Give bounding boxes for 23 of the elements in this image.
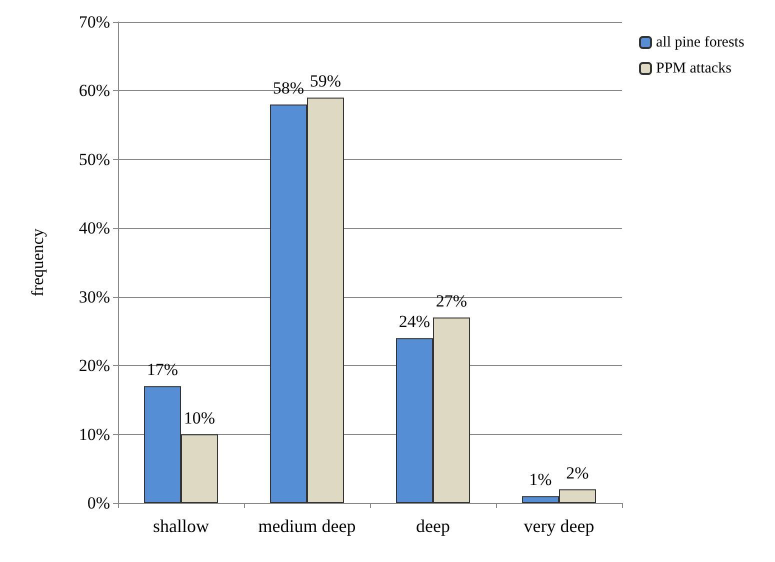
x-tick-label: shallow <box>153 516 209 536</box>
x-tick-label: deep <box>416 516 450 536</box>
text: 24% <box>398 312 430 332</box>
text: 1% <box>529 470 552 490</box>
text: 10% <box>184 408 216 428</box>
x-tick-label: very deep <box>524 516 594 536</box>
y-tick-label: 50% <box>78 150 110 169</box>
legend-label: all pine forests <box>656 34 744 50</box>
y-tick-label: 60% <box>78 81 110 100</box>
y-tick-label: 20% <box>78 356 110 376</box>
text: 17% <box>146 360 178 380</box>
text: 27% <box>436 291 468 310</box>
text: 2% <box>566 463 589 482</box>
y-tick-label: 70% <box>78 12 110 32</box>
legend-label: PPM attacks <box>656 60 732 76</box>
y-tick-label: 10% <box>78 424 110 444</box>
y-tick-label: 40% <box>78 218 110 238</box>
y-tick-label: 0% <box>87 494 110 512</box>
y-axis-title: frequency <box>28 228 47 296</box>
y-tick-label: 30% <box>78 287 110 306</box>
x-tick-label: medium deep <box>258 516 356 536</box>
text: 58% <box>272 78 304 98</box>
text: 59% <box>310 72 342 91</box>
